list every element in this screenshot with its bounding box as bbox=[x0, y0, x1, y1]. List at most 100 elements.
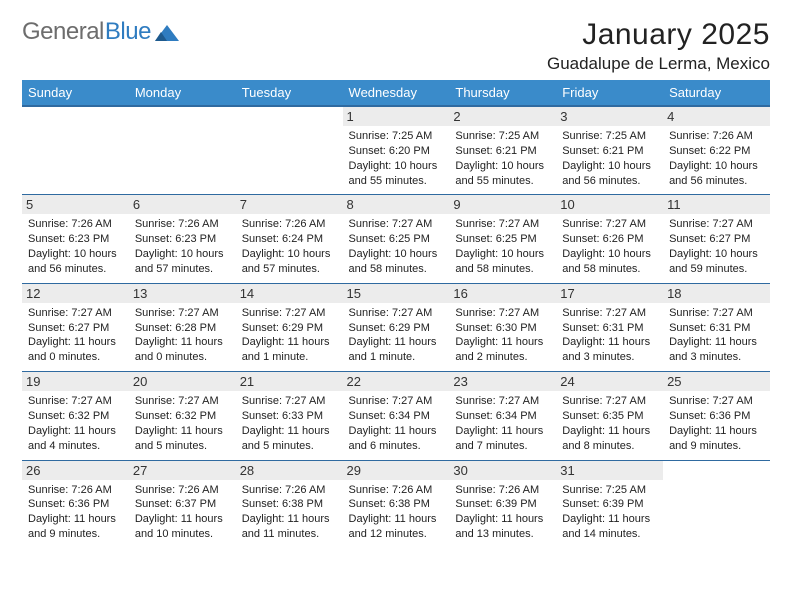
weekday-header: Friday bbox=[556, 80, 663, 106]
calendar-cell bbox=[129, 106, 236, 195]
daylight-line: Daylight: 11 hours and 11 minutes. bbox=[242, 512, 339, 542]
sunset-line: Sunset: 6:34 PM bbox=[349, 409, 446, 424]
daylight-line: Daylight: 11 hours and 12 minutes. bbox=[349, 512, 446, 542]
calendar-cell: 1 Sunrise: 7:25 AMSunset: 6:20 PMDaylight… bbox=[343, 106, 450, 195]
sunrise-line: Sunrise: 7:26 AM bbox=[242, 483, 339, 498]
daylight-line: Daylight: 11 hours and 10 minutes. bbox=[135, 512, 232, 542]
sunrise-line: Sunrise: 7:26 AM bbox=[669, 129, 766, 144]
day-number: 5 bbox=[22, 195, 129, 214]
sunset-line: Sunset: 6:29 PM bbox=[242, 321, 339, 336]
day-info: Sunrise: 7:27 AMSunset: 6:27 PMDaylight:… bbox=[669, 217, 766, 276]
calendar-cell: 28 Sunrise: 7:26 AMSunset: 6:38 PMDayligh… bbox=[236, 460, 343, 548]
sunrise-line: Sunrise: 7:25 AM bbox=[562, 483, 659, 498]
day-info: Sunrise: 7:27 AMSunset: 6:28 PMDaylight:… bbox=[135, 306, 232, 365]
day-info: Sunrise: 7:26 AMSunset: 6:38 PMDaylight:… bbox=[242, 483, 339, 542]
day-info: Sunrise: 7:27 AMSunset: 6:32 PMDaylight:… bbox=[135, 394, 232, 453]
sunrise-line: Sunrise: 7:25 AM bbox=[349, 129, 446, 144]
sunrise-line: Sunrise: 7:26 AM bbox=[28, 483, 125, 498]
calendar-cell: 15 Sunrise: 7:27 AMSunset: 6:29 PMDayligh… bbox=[343, 283, 450, 371]
sunset-line: Sunset: 6:39 PM bbox=[562, 497, 659, 512]
calendar-cell: 27Sunrise: 7:26 AMSunset: 6:37 PMDayligh… bbox=[129, 460, 236, 548]
day-number: 28 bbox=[236, 461, 343, 480]
daylight-line: Daylight: 11 hours and 4 minutes. bbox=[28, 424, 125, 454]
sunset-line: Sunset: 6:35 PM bbox=[562, 409, 659, 424]
day-number: 2 bbox=[449, 107, 556, 126]
day-number: 27 bbox=[129, 461, 236, 480]
day-info: Sunrise: 7:25 AMSunset: 6:20 PMDaylight:… bbox=[349, 129, 446, 188]
day-info: Sunrise: 7:27 AMSunset: 6:25 PMDaylight:… bbox=[455, 217, 552, 276]
day-number: 31 bbox=[556, 461, 663, 480]
day-number: 3 bbox=[556, 107, 663, 126]
daylight-line: Daylight: 10 hours and 56 minutes. bbox=[669, 159, 766, 189]
calendar-cell: 7Sunrise: 7:26 AMSunset: 6:24 PMDaylight… bbox=[236, 195, 343, 283]
day-info: Sunrise: 7:27 AMSunset: 6:34 PMDaylight:… bbox=[349, 394, 446, 453]
logo-triangle-icon bbox=[155, 23, 179, 41]
day-info: Sunrise: 7:27 AMSunset: 6:29 PMDaylight:… bbox=[349, 306, 446, 365]
calendar-cell bbox=[663, 460, 770, 548]
day-number: 20 bbox=[129, 372, 236, 391]
sunset-line: Sunset: 6:34 PM bbox=[455, 409, 552, 424]
sunrise-line: Sunrise: 7:27 AM bbox=[28, 394, 125, 409]
daylight-line: Daylight: 11 hours and 9 minutes. bbox=[669, 424, 766, 454]
daylight-line: Daylight: 11 hours and 13 minutes. bbox=[455, 512, 552, 542]
weekday-header-row: SundayMondayTuesdayWednesdayThursdayFrid… bbox=[22, 80, 770, 106]
day-number: 21 bbox=[236, 372, 343, 391]
day-number: 6 bbox=[129, 195, 236, 214]
day-number: 1 bbox=[343, 107, 450, 126]
day-info: Sunrise: 7:27 AMSunset: 6:33 PMDaylight:… bbox=[242, 394, 339, 453]
daylight-line: Daylight: 10 hours and 56 minutes. bbox=[562, 159, 659, 189]
day-number: 8 bbox=[343, 195, 450, 214]
daylight-line: Daylight: 11 hours and 8 minutes. bbox=[562, 424, 659, 454]
day-number: 15 bbox=[343, 284, 450, 303]
sunset-line: Sunset: 6:20 PM bbox=[349, 144, 446, 159]
calendar-table: SundayMondayTuesdayWednesdayThursdayFrid… bbox=[22, 80, 770, 548]
calendar-cell: 19 Sunrise: 7:27 AMSunset: 6:32 PMDayligh… bbox=[22, 372, 129, 460]
weekday-header: Thursday bbox=[449, 80, 556, 106]
daylight-line: Daylight: 11 hours and 5 minutes. bbox=[135, 424, 232, 454]
calendar-cell: 22 Sunrise: 7:27 AMSunset: 6:34 PMDayligh… bbox=[343, 372, 450, 460]
calendar-cell: 14Sunrise: 7:27 AMSunset: 6:29 PMDayligh… bbox=[236, 283, 343, 371]
calendar-cell: 5Sunrise: 7:26 AMSunset: 6:23 PMDaylight… bbox=[22, 195, 129, 283]
sunrise-line: Sunrise: 7:27 AM bbox=[562, 217, 659, 232]
daylight-line: Daylight: 10 hours and 58 minutes. bbox=[562, 247, 659, 277]
sunset-line: Sunset: 6:32 PM bbox=[135, 409, 232, 424]
page-title: January 2025 bbox=[547, 18, 770, 52]
daylight-line: Daylight: 11 hours and 9 minutes. bbox=[28, 512, 125, 542]
brand-logo: GeneralBlue bbox=[22, 18, 179, 46]
calendar-cell: 20 Sunrise: 7:27 AMSunset: 6:32 PMDayligh… bbox=[129, 372, 236, 460]
day-number: 16 bbox=[449, 284, 556, 303]
daylight-line: Daylight: 11 hours and 3 minutes. bbox=[562, 335, 659, 365]
daylight-line: Daylight: 11 hours and 6 minutes. bbox=[349, 424, 446, 454]
calendar-cell: 8Sunrise: 7:27 AMSunset: 6:25 PMDaylight… bbox=[343, 195, 450, 283]
day-number: 23 bbox=[449, 372, 556, 391]
sunrise-line: Sunrise: 7:26 AM bbox=[28, 217, 125, 232]
day-info: Sunrise: 7:26 AMSunset: 6:38 PMDaylight:… bbox=[349, 483, 446, 542]
calendar-cell: 2Sunrise: 7:25 AMSunset: 6:21 PMDaylight… bbox=[449, 106, 556, 195]
day-number: 25 bbox=[663, 372, 770, 391]
sunset-line: Sunset: 6:21 PM bbox=[562, 144, 659, 159]
daylight-line: Daylight: 11 hours and 0 minutes. bbox=[28, 335, 125, 365]
weekday-header: Wednesday bbox=[343, 80, 450, 106]
day-number: 10 bbox=[556, 195, 663, 214]
calendar-cell: 12Sunrise: 7:27 AMSunset: 6:27 PMDayligh… bbox=[22, 283, 129, 371]
day-number: 22 bbox=[343, 372, 450, 391]
calendar-cell: 6Sunrise: 7:26 AMSunset: 6:23 PMDaylight… bbox=[129, 195, 236, 283]
sunrise-line: Sunrise: 7:27 AM bbox=[455, 217, 552, 232]
daylight-line: Daylight: 11 hours and 14 minutes. bbox=[562, 512, 659, 542]
calendar-cell: 23 Sunrise: 7:27 AMSunset: 6:34 PMDayligh… bbox=[449, 372, 556, 460]
sunset-line: Sunset: 6:25 PM bbox=[349, 232, 446, 247]
sunrise-line: Sunrise: 7:26 AM bbox=[135, 217, 232, 232]
calendar-cell bbox=[236, 106, 343, 195]
day-number: 19 bbox=[22, 372, 129, 391]
day-info: Sunrise: 7:27 AMSunset: 6:34 PMDaylight:… bbox=[455, 394, 552, 453]
sunset-line: Sunset: 6:25 PM bbox=[455, 232, 552, 247]
daylight-line: Daylight: 10 hours and 58 minutes. bbox=[455, 247, 552, 277]
calendar-cell: 18Sunrise: 7:27 AMSunset: 6:31 PMDayligh… bbox=[663, 283, 770, 371]
sunset-line: Sunset: 6:29 PM bbox=[349, 321, 446, 336]
brand-part1: General bbox=[22, 18, 104, 46]
sunrise-line: Sunrise: 7:27 AM bbox=[669, 306, 766, 321]
calendar-week-row: 26Sunrise: 7:26 AMSunset: 6:36 PMDayligh… bbox=[22, 460, 770, 548]
page-subtitle: Guadalupe de Lerma, Mexico bbox=[547, 54, 770, 74]
day-number: 9 bbox=[449, 195, 556, 214]
sunset-line: Sunset: 6:32 PM bbox=[28, 409, 125, 424]
